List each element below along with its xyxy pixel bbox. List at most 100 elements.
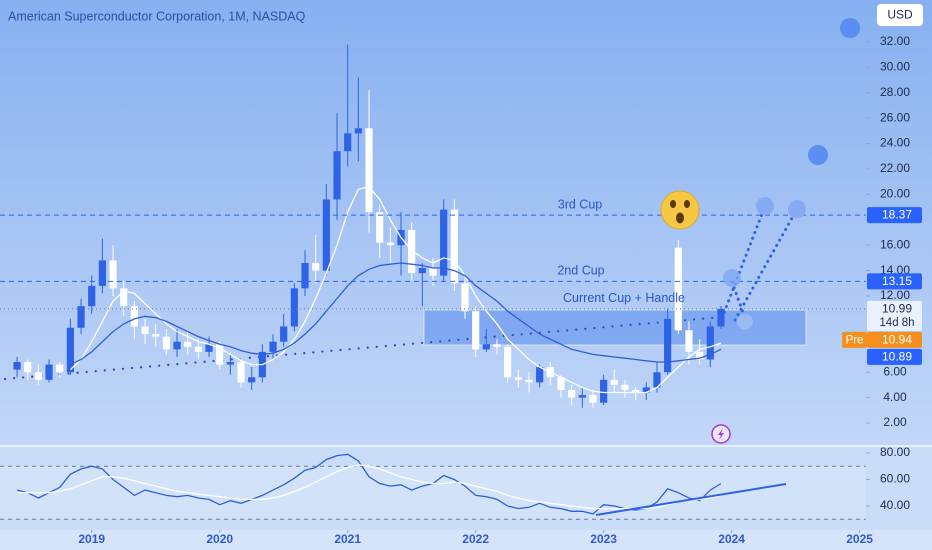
premarket-label-box xyxy=(867,331,922,348)
x-tick-label: 2019 xyxy=(78,532,105,546)
last-price-label-countdown: 14d 8h xyxy=(879,317,914,329)
candle-body xyxy=(653,372,661,388)
candle-body xyxy=(141,326,149,335)
candle-body xyxy=(450,209,458,284)
y-tick-label: 30.00 xyxy=(880,59,910,73)
drawing-note: 2nd Cup xyxy=(557,264,604,278)
axes: 2.004.006.0012.0014.0016.0018.0020.0022.… xyxy=(78,34,922,546)
price-line-label: 13.15 xyxy=(882,274,912,288)
currency-button[interactable] xyxy=(877,4,923,26)
candle-body xyxy=(344,133,352,152)
marker-price-label-box xyxy=(867,348,922,365)
candle-body xyxy=(194,346,202,352)
x-tick-label: 2024 xyxy=(718,532,745,546)
candle-body xyxy=(88,285,96,307)
candle-body xyxy=(280,326,288,342)
candle-body xyxy=(557,377,565,390)
surprised-emoji xyxy=(660,190,700,230)
candle-body xyxy=(568,389,576,398)
projection-point xyxy=(756,197,774,215)
rsi-trend-line xyxy=(595,483,787,516)
candle-body xyxy=(162,336,170,350)
pre-tag: Pre xyxy=(846,334,864,346)
candle-body xyxy=(376,212,384,243)
projection-point xyxy=(737,314,753,330)
candle-body xyxy=(130,306,138,327)
candle-body xyxy=(152,334,160,337)
rsi-band xyxy=(0,466,866,520)
y-tick-label: 14.00 xyxy=(880,263,910,277)
candle-body xyxy=(365,128,373,213)
candle-body xyxy=(120,288,128,307)
candle-body xyxy=(589,395,597,403)
y-tick-label: 12.00 xyxy=(880,288,910,302)
y-tick-label: 32.00 xyxy=(880,34,910,48)
last-price-label-box xyxy=(867,300,922,331)
candle-body xyxy=(685,330,693,352)
projection-point xyxy=(788,200,806,218)
x-tick-label: 2023 xyxy=(590,532,617,546)
candle-body xyxy=(301,262,309,289)
projection-point xyxy=(723,269,741,287)
candle-body xyxy=(461,283,469,312)
candle-body xyxy=(600,379,608,403)
candle-body xyxy=(354,128,362,134)
time-axis-background xyxy=(0,530,932,550)
candle-body xyxy=(610,379,618,385)
candle-body xyxy=(536,367,544,383)
candle-body xyxy=(472,311,480,350)
price-plot xyxy=(0,44,866,408)
candle-body xyxy=(664,318,672,373)
drawing-note: 3rd Cup xyxy=(558,197,603,211)
candle-body xyxy=(418,268,426,274)
candle-body xyxy=(514,377,522,380)
x-tick-label: 2020 xyxy=(206,532,233,546)
candle-body xyxy=(386,242,394,246)
projection-line xyxy=(730,280,747,320)
y-tick-label: 60.00 xyxy=(880,472,910,486)
drawing-note: Current Cup + Handle xyxy=(563,291,685,305)
candle-body xyxy=(269,341,277,352)
projection xyxy=(660,18,860,444)
line-series xyxy=(17,464,722,510)
candle-body xyxy=(77,306,85,328)
marker-price-label: 10.89 xyxy=(882,349,912,363)
candle-body xyxy=(493,344,501,347)
candle-body xyxy=(333,151,341,200)
projection-line xyxy=(720,204,767,320)
candle-body xyxy=(184,341,192,347)
candle-body xyxy=(24,362,32,373)
candle-body xyxy=(216,344,224,365)
y-tick-label: 16.00 xyxy=(880,237,910,251)
candle-body xyxy=(109,260,117,289)
x-tick-label: 2025 xyxy=(846,532,873,546)
candle-body xyxy=(237,362,245,383)
projection-point xyxy=(808,145,828,165)
candle-body xyxy=(621,384,629,390)
candle-body xyxy=(98,260,106,286)
y-tick-label: 20.00 xyxy=(880,187,910,201)
candle-body xyxy=(248,377,256,383)
candle-body xyxy=(34,372,42,380)
price-pane-background xyxy=(0,0,932,446)
candle-body xyxy=(504,346,512,378)
projection-point xyxy=(840,18,860,38)
candle-body xyxy=(66,327,74,373)
candle-body xyxy=(45,364,53,380)
y-tick-label: 6.00 xyxy=(883,364,907,378)
trend-dots xyxy=(3,315,724,381)
y-tick-label: 22.00 xyxy=(880,161,910,175)
event-icon xyxy=(711,424,731,444)
chart-title: American Superconductor Corporation, 1M,… xyxy=(8,9,306,23)
candle-body xyxy=(706,326,714,360)
y-tick-label: 80.00 xyxy=(880,445,910,459)
candle-body xyxy=(312,262,320,271)
candle-body xyxy=(696,351,704,360)
rsi-plot xyxy=(0,453,866,520)
line-series xyxy=(70,262,722,366)
candle-body xyxy=(173,341,181,350)
price-line-label-box xyxy=(867,273,922,290)
last-price-label: 10.99 xyxy=(882,301,912,315)
line-series xyxy=(69,185,722,394)
